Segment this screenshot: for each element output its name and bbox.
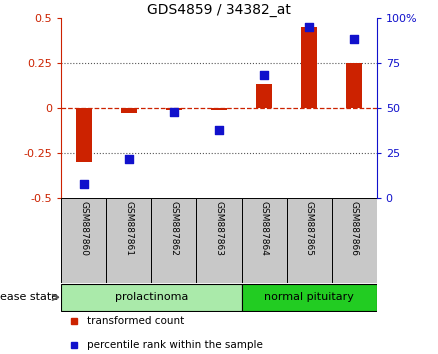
Point — [306, 24, 313, 29]
Text: GSM887862: GSM887862 — [170, 201, 178, 256]
Point — [215, 127, 223, 132]
Text: transformed count: transformed count — [87, 316, 184, 326]
Point — [80, 181, 87, 187]
Bar — [166, 108, 182, 110]
Bar — [346, 63, 362, 108]
Bar — [301, 27, 317, 108]
Bar — [332, 198, 377, 283]
Bar — [241, 198, 286, 283]
Point — [261, 73, 268, 78]
Text: GSM887865: GSM887865 — [304, 201, 314, 256]
Text: prolactinoma: prolactinoma — [115, 292, 188, 302]
Bar — [61, 284, 241, 311]
Bar — [76, 108, 92, 162]
Point — [351, 36, 358, 42]
Bar — [241, 284, 377, 311]
Title: GDS4859 / 34382_at: GDS4859 / 34382_at — [147, 3, 291, 17]
Text: GSM887861: GSM887861 — [124, 201, 134, 256]
Text: GSM887860: GSM887860 — [79, 201, 88, 256]
Point — [125, 156, 132, 161]
Text: percentile rank within the sample: percentile rank within the sample — [87, 339, 262, 350]
Text: GSM887864: GSM887864 — [260, 201, 268, 256]
Bar — [286, 198, 332, 283]
Bar — [211, 108, 227, 110]
Bar — [106, 198, 152, 283]
Bar — [152, 198, 197, 283]
Bar — [61, 198, 106, 283]
Text: disease state: disease state — [0, 292, 61, 302]
Text: GSM887866: GSM887866 — [350, 201, 359, 256]
Text: GSM887863: GSM887863 — [215, 201, 223, 256]
Bar — [256, 85, 272, 108]
Text: normal pituitary: normal pituitary — [264, 292, 354, 302]
Bar — [197, 198, 241, 283]
Point — [170, 109, 177, 114]
Bar — [121, 108, 137, 113]
